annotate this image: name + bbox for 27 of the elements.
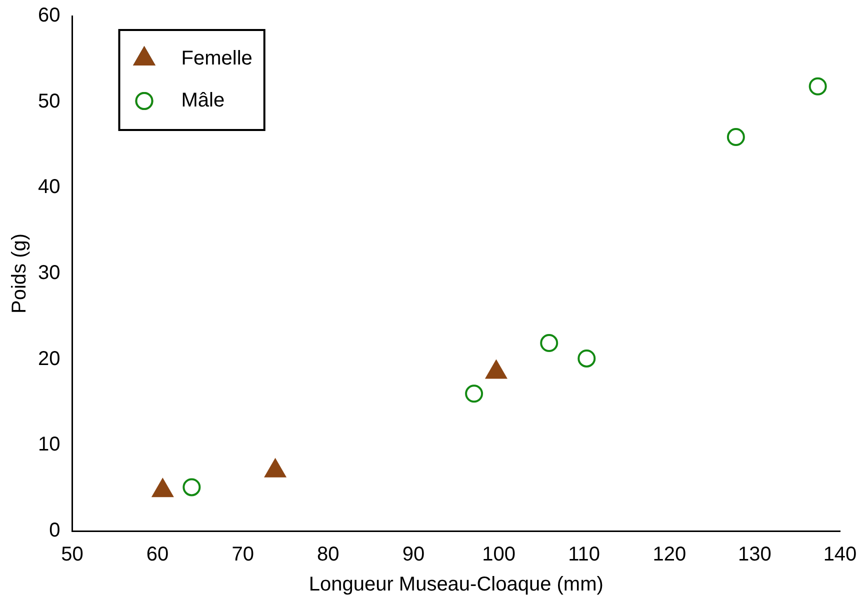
x-tick-label: 60 — [146, 544, 169, 566]
x-tick-label: 120 — [652, 544, 686, 566]
point — [578, 349, 596, 368]
y-tick-label: 50 — [38, 90, 60, 112]
x-tick-label: 80 — [317, 544, 340, 566]
point — [465, 384, 484, 403]
legend-label: Mâle — [181, 90, 225, 112]
x-tick-label: 130 — [738, 544, 772, 566]
x-tick-label: 90 — [402, 544, 425, 566]
point — [726, 128, 745, 146]
point — [540, 334, 558, 352]
point — [808, 77, 827, 96]
legend-label: Femelle — [181, 48, 252, 70]
x-tick-label: 110 — [568, 544, 600, 566]
y-tick-label: 0 — [49, 520, 60, 542]
y-tick-label: 30 — [38, 262, 60, 284]
x-tick-label: 100 — [482, 544, 516, 566]
point — [182, 478, 201, 496]
y-tick-label: 60 — [38, 4, 60, 27]
y-tick-label: 20 — [38, 348, 60, 370]
x-tick-label: 50 — [61, 544, 84, 566]
x-tick-label: 70 — [232, 544, 254, 566]
x-tick-label: 140 — [823, 544, 857, 566]
x-axis-title: Longueur Museau-Cloaque (mm) — [308, 574, 604, 596]
y-axis-title: Poids (g) — [8, 233, 31, 314]
y-tick-label: 40 — [38, 176, 60, 198]
y-tick-label: 10 — [38, 434, 60, 456]
